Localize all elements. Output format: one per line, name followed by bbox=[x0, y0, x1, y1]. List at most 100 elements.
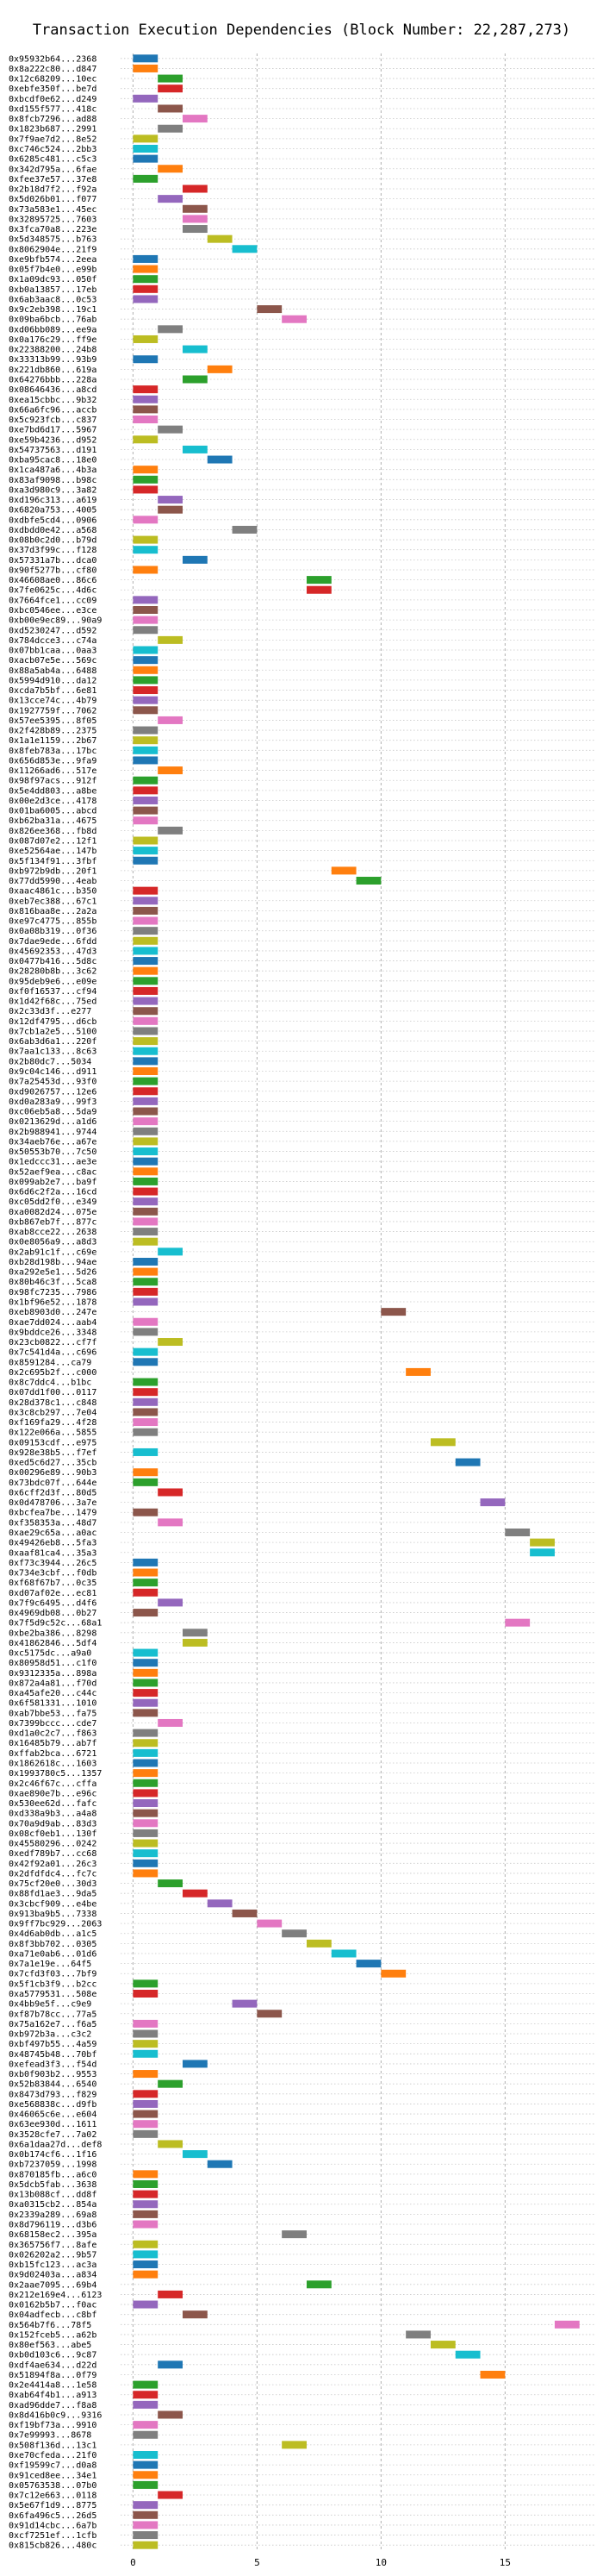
transaction-label: 0xd07af02e...ec81 bbox=[9, 1589, 96, 1598]
transaction-label: 0x8062904e...21f9 bbox=[9, 245, 96, 254]
transaction-bar bbox=[306, 576, 332, 585]
transaction-label: 0x4969db08...0b27 bbox=[9, 1609, 96, 1618]
transaction-bar bbox=[182, 345, 208, 353]
transaction-bar bbox=[133, 2471, 159, 2479]
transaction-label: 0x08b0c2d0...b79d bbox=[9, 536, 96, 546]
transaction-bar bbox=[133, 897, 159, 905]
transaction-label: 0x80958d51...c1f0 bbox=[9, 1659, 96, 1668]
transaction-label: 0xb0a13857...17eb bbox=[9, 285, 96, 295]
transaction-bar bbox=[133, 1328, 159, 1336]
transaction-label: 0x77dd5990...4eab bbox=[9, 877, 96, 886]
transaction-label: 0x07dd1f00...0117 bbox=[9, 1388, 96, 1397]
transaction-bar bbox=[158, 325, 183, 334]
transaction-bar bbox=[133, 676, 159, 685]
transaction-bar bbox=[133, 736, 159, 745]
transaction-label: 0x52aef9ea...c8ac bbox=[9, 1167, 96, 1177]
transaction-bar bbox=[133, 2541, 159, 2549]
transaction-label: 0x8a222c80...d847 bbox=[9, 65, 96, 74]
transaction-bar bbox=[158, 635, 183, 644]
transaction-bar bbox=[133, 1278, 159, 1286]
transaction-label: 0xb867eb7f...877c bbox=[9, 1217, 96, 1227]
transaction-bar bbox=[133, 1809, 159, 1817]
transaction-label: 0x95deb9e6...e09e bbox=[9, 977, 96, 986]
transaction-bar bbox=[133, 1849, 159, 1858]
transaction-bar bbox=[133, 1358, 159, 1366]
transaction-bar bbox=[257, 2010, 283, 2018]
transaction-label: 0x04adfecb...c8bf bbox=[9, 2310, 96, 2320]
transaction-label: 0x342d795a...6fae bbox=[9, 165, 96, 174]
transaction-label: 0x7664fce1...cc09 bbox=[9, 596, 96, 605]
transaction-bar bbox=[133, 1237, 159, 1246]
transaction-label: 0x7a1e19e...64f5 bbox=[9, 1960, 91, 1969]
transaction-bar bbox=[133, 836, 159, 845]
transaction-bar bbox=[133, 174, 159, 183]
transaction-label: 0xb00e9ec89...90a9 bbox=[9, 616, 102, 626]
transaction-label: 0x05763538...07b0 bbox=[9, 2481, 96, 2491]
transaction-bar bbox=[133, 1097, 159, 1105]
transaction-bar bbox=[133, 906, 159, 915]
transaction-bar bbox=[133, 2380, 159, 2389]
transaction-bar bbox=[133, 466, 159, 474]
transaction-bar bbox=[133, 2460, 159, 2469]
transaction-bar bbox=[158, 1598, 183, 1607]
transaction-bar bbox=[356, 1960, 382, 1968]
transaction-label: 0x2dfdfdc4...fc7c bbox=[9, 1869, 96, 1879]
x-tick-label: 15 bbox=[500, 2557, 511, 2568]
transaction-label: 0x7399bccc...cde7 bbox=[9, 1719, 96, 1729]
transaction-label: 0x9ff7bc929...2063 bbox=[9, 1920, 102, 1929]
transaction-label: 0xa45afe20...c44c bbox=[9, 1689, 96, 1698]
transaction-bar bbox=[133, 2430, 159, 2439]
transaction-label: 0x98f97acs...912f bbox=[9, 777, 96, 786]
transaction-label: 0xab7bbe53...fa75 bbox=[9, 1709, 96, 1718]
transaction-bar bbox=[133, 1117, 159, 1126]
transaction-bar bbox=[133, 2120, 159, 2129]
transaction-bar bbox=[430, 1438, 456, 1447]
transaction-bar bbox=[133, 516, 159, 524]
x-axis-ticks: 0 5 10 15 bbox=[130, 2557, 511, 2568]
grid-lines bbox=[121, 53, 594, 2550]
transaction-bar bbox=[480, 1498, 506, 1507]
transaction-bar bbox=[158, 195, 183, 203]
transaction-bar bbox=[133, 1388, 159, 1397]
transaction-bar bbox=[133, 295, 159, 303]
transaction-label: 0x11266ad6...517e bbox=[9, 766, 96, 776]
transaction-bar bbox=[505, 1529, 531, 1537]
transaction-bar bbox=[133, 485, 159, 494]
chart-title: Transaction Execution Dependencies (Bloc… bbox=[33, 22, 570, 39]
transaction-bar bbox=[282, 315, 307, 323]
transaction-bar bbox=[133, 275, 159, 284]
transaction-label: 0x1a09dc93...050f bbox=[9, 275, 96, 284]
transaction-label: 0xb972b9db...20f1 bbox=[9, 866, 96, 876]
transaction-bar bbox=[133, 2510, 159, 2519]
transaction-label: 0x00296e89...90b3 bbox=[9, 1468, 96, 1478]
transaction-bar bbox=[133, 626, 159, 635]
transaction-bar bbox=[133, 1228, 159, 1236]
transaction-bar bbox=[133, 134, 159, 143]
transaction-label: 0x1862618c...1603 bbox=[9, 1760, 96, 1769]
transaction-label: 0x1edccc31...ae3e bbox=[9, 1158, 96, 1167]
transaction-label: 0x0a176c29...ff9e bbox=[9, 335, 96, 345]
transaction-label: 0x33313b99...93b9 bbox=[9, 355, 96, 365]
transaction-bar bbox=[406, 1367, 431, 1376]
transaction-bar bbox=[207, 455, 233, 464]
transaction-bar bbox=[133, 977, 159, 985]
transaction-bar bbox=[133, 1428, 159, 1436]
transaction-bar bbox=[133, 1016, 159, 1025]
transaction-label: 0xab8cce22...2638 bbox=[9, 1228, 96, 1237]
transaction-bar bbox=[331, 866, 357, 875]
transaction-bar bbox=[133, 566, 159, 574]
transaction-bar bbox=[530, 1548, 555, 1557]
transaction-label: 0x70a9d9ab...83d3 bbox=[9, 1819, 96, 1829]
transaction-bar bbox=[133, 746, 159, 754]
transaction-bar bbox=[133, 1859, 159, 1867]
transaction-bar bbox=[133, 2501, 159, 2510]
transaction-label: 0xf73c3944...26c5 bbox=[9, 1559, 96, 1568]
x-tick-label: 10 bbox=[376, 2557, 387, 2568]
transaction-label: 0x0477b416...5d8c bbox=[9, 957, 96, 966]
transaction-label: 0x8d796119...d3b6 bbox=[9, 2221, 96, 2230]
transaction-bar bbox=[133, 2270, 159, 2279]
transaction-label: 0xbf497b55...4a59 bbox=[9, 2040, 96, 2049]
transaction-label: 0x6ab3d6a1...220f bbox=[9, 1037, 96, 1047]
transaction-label: 0xb0f903b2...9553 bbox=[9, 2070, 96, 2079]
transaction-bar bbox=[133, 395, 159, 403]
